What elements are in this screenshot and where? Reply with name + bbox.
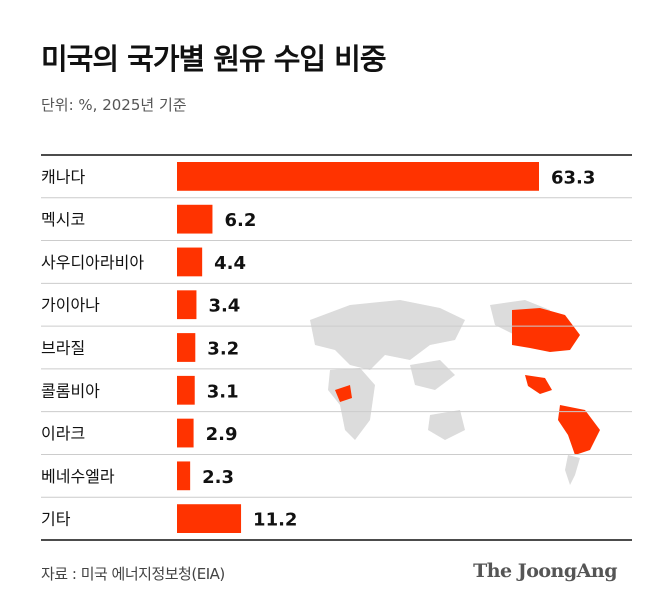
value-label: 3.4 [208,296,240,317]
value-label: 63.3 [551,167,595,188]
category-label: 기타 [41,510,71,529]
category-label: 브라질 [41,339,85,358]
map-land-south-america [565,455,580,485]
category-label: 베네수엘라 [41,467,115,486]
chart-title: 미국의 국가별 원유 수입 비중 [41,42,387,76]
category-label: 캐나다 [41,167,85,186]
bar [177,333,196,362]
map-highlight [335,308,600,455]
world-map [310,300,600,485]
category-label: 가이아나 [41,296,100,315]
source-note: 자료 : 미국 에너지정보청(EIA) [41,565,225,583]
category-label: 콜롬비아 [41,381,100,400]
value-label: 3.2 [207,339,239,360]
map-land [310,300,550,440]
bar [177,247,203,277]
bar [177,461,191,491]
bar [177,418,194,448]
bar [177,204,213,234]
bar [177,375,195,405]
bar [177,504,242,533]
category-label: 사우디아라비아 [41,253,144,272]
category-label: 멕시코 [41,210,85,229]
bar [177,162,539,191]
value-label: 2.9 [206,424,238,445]
bar [177,290,197,320]
value-label: 11.2 [253,510,297,531]
category-label: 이라크 [41,424,85,443]
bar-chart: 캐나다 63.3 멕시코 6.2 사우디아라비아 4.4 가이아나 3.4 브라질 3.2 콜롬비아… [41,154,632,541]
publisher-logo: The JoongAng [473,560,617,582]
chart-subtitle: 단위: %, 2025년 기준 [41,96,187,114]
value-label: 6.2 [224,210,256,231]
value-label: 2.3 [202,467,234,488]
value-label: 3.1 [207,381,239,402]
value-label: 4.4 [214,253,246,274]
